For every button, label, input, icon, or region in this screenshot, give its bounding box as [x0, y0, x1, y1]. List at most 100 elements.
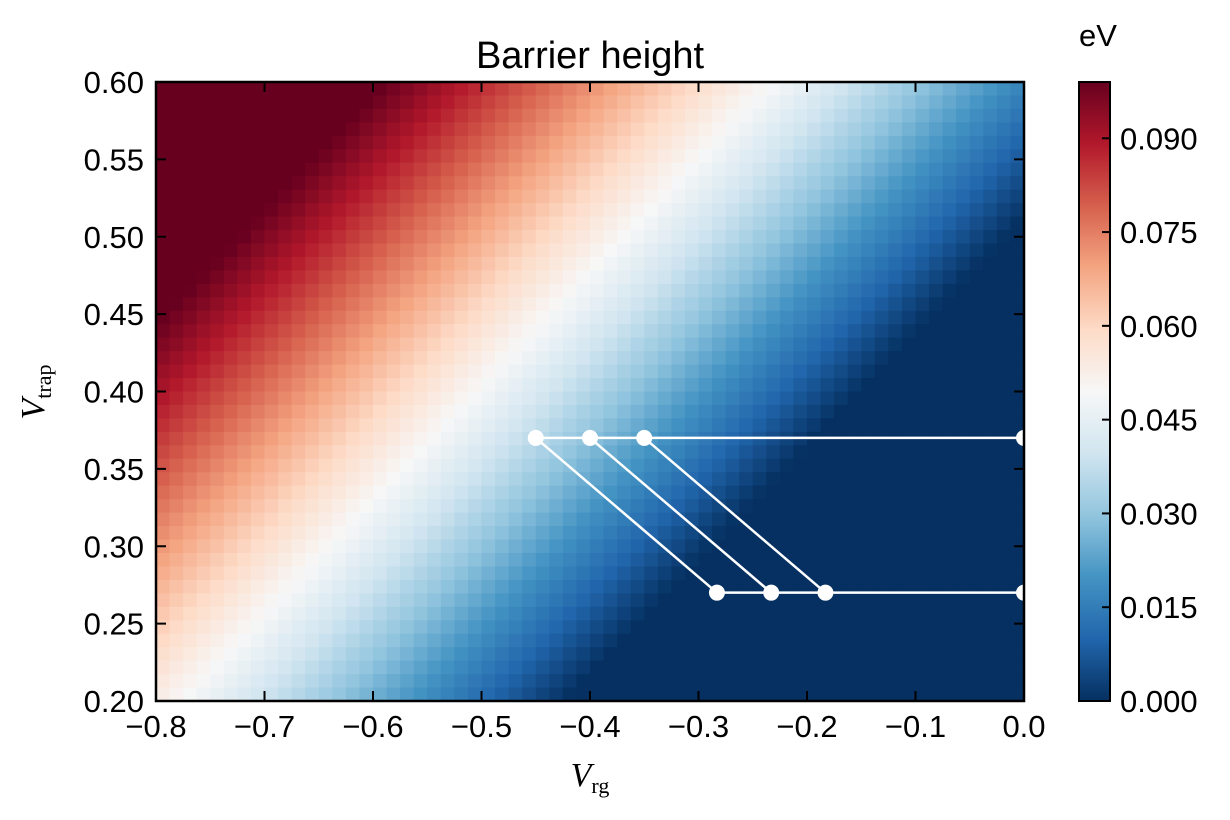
heatmap-cell	[1010, 283, 1025, 298]
heatmap-cell	[603, 458, 618, 473]
heatmap-cell	[169, 431, 184, 446]
heatmap-cell	[183, 122, 198, 137]
heatmap-cell	[942, 256, 957, 271]
heatmap-cell	[901, 512, 917, 527]
heatmap-cell	[657, 445, 672, 460]
heatmap-cell	[969, 283, 984, 298]
heatmap-cell	[901, 606, 917, 621]
heatmap-cell	[698, 458, 713, 473]
heatmap-cell	[590, 351, 605, 366]
heatmap-cell	[237, 445, 252, 460]
heatmap-cell	[413, 135, 428, 150]
heatmap-cell	[318, 512, 333, 527]
heatmap-cell	[725, 95, 740, 110]
heatmap-cell	[576, 162, 591, 177]
heatmap-cell	[698, 566, 713, 581]
heatmap-cell	[603, 687, 618, 702]
heatmap-cell	[929, 256, 944, 271]
heatmap-cell	[956, 579, 971, 594]
heatmap-cell	[156, 95, 171, 110]
heatmap-cell	[956, 606, 971, 621]
heatmap-cell	[901, 593, 917, 608]
heatmap-cell	[644, 378, 659, 393]
heatmap-cell	[874, 620, 889, 635]
heatmap-cell	[807, 82, 822, 97]
heatmap-cell	[901, 552, 917, 568]
heatmap-cell	[535, 458, 550, 473]
heatmap-cell	[386, 512, 401, 527]
heatmap-cell	[264, 337, 279, 352]
heatmap-cell	[549, 660, 564, 675]
heatmap-cell	[996, 593, 1012, 608]
heatmap-cell	[942, 552, 957, 568]
heatmap-cell	[440, 176, 455, 191]
heatmap-cell	[562, 687, 578, 702]
heatmap-cell	[969, 566, 984, 581]
heatmap-cell	[291, 270, 306, 285]
heatmap-cell	[467, 256, 483, 271]
heatmap-cell	[223, 499, 238, 514]
heatmap-cell	[454, 418, 469, 433]
heatmap-cell	[345, 216, 361, 231]
heatmap-cell	[725, 445, 740, 460]
heatmap-cell	[698, 539, 713, 554]
heatmap-cell	[413, 351, 428, 366]
heatmap-cell	[969, 620, 984, 635]
heatmap-cell	[210, 122, 225, 137]
x-tick-label: −0.8	[125, 709, 186, 744]
heatmap-cell	[427, 660, 442, 675]
heatmap-cell	[630, 647, 645, 662]
heatmap-cell	[223, 122, 238, 137]
heatmap-cell	[684, 135, 700, 150]
heatmap-cell	[495, 243, 510, 258]
heatmap-cell	[508, 539, 523, 554]
heatmap-cell	[508, 566, 523, 581]
heatmap-cell	[386, 593, 401, 608]
heatmap-cell	[156, 108, 171, 123]
heatmap-cell	[698, 445, 713, 460]
heatmap-cell	[779, 351, 795, 366]
heatmap-cell	[942, 647, 957, 662]
heatmap-cell	[210, 203, 225, 218]
heatmap-cell	[183, 203, 198, 218]
heatmap-cell	[250, 135, 266, 150]
heatmap-cell	[210, 283, 225, 298]
heatmap-cell	[332, 324, 347, 339]
heatmap-cell	[888, 512, 903, 527]
heatmap-cell	[1010, 674, 1025, 689]
heatmap-cell	[698, 499, 713, 514]
heatmap-cell	[847, 620, 862, 635]
heatmap-cell	[712, 445, 727, 460]
colorbar-unit-label: eV	[1079, 18, 1117, 53]
heatmap-cell	[590, 445, 605, 460]
heatmap-cell	[698, 216, 713, 231]
heatmap-cell	[440, 418, 455, 433]
heatmap-cell	[956, 230, 971, 245]
heatmap-cell	[603, 310, 618, 325]
heatmap-cell	[820, 512, 835, 527]
heatmap-cell	[278, 203, 293, 218]
heatmap-cell	[413, 256, 428, 271]
heatmap-cell	[495, 674, 510, 689]
heatmap-cell	[820, 499, 835, 514]
heatmap-cell	[820, 122, 835, 137]
heatmap-cell	[996, 256, 1012, 271]
heatmap-cell	[562, 539, 578, 554]
heatmap-cell	[386, 445, 401, 460]
heatmap-cell	[996, 512, 1012, 527]
heatmap-cell	[562, 283, 578, 298]
heatmap-cell	[223, 633, 238, 648]
heatmap-cell	[725, 324, 740, 339]
heatmap-cell	[237, 203, 252, 218]
heatmap-cell	[874, 512, 889, 527]
heatmap-cell	[725, 297, 740, 312]
heatmap-cell	[495, 485, 510, 500]
heatmap-cell	[712, 526, 727, 541]
heatmap-cell	[250, 472, 266, 487]
heatmap-cell	[522, 243, 537, 258]
heatmap-cell	[427, 95, 442, 110]
heatmap-cell	[223, 472, 238, 487]
heatmap-cell	[779, 135, 795, 150]
heatmap-cell	[549, 620, 564, 635]
heatmap-cell	[847, 95, 862, 110]
